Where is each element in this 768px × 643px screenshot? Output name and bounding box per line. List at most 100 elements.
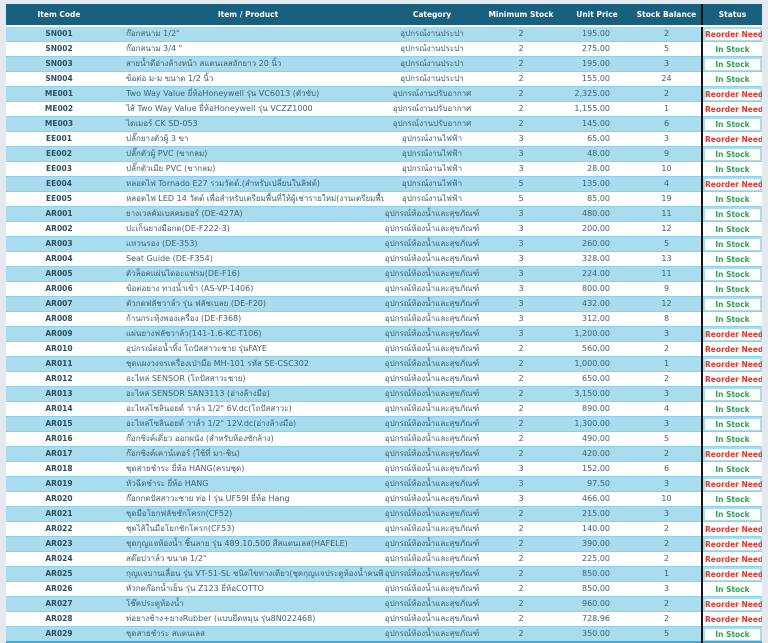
unit-price-cell: 466.00	[562, 491, 632, 507]
status-badge: In Stock	[705, 163, 760, 175]
table-row[interactable]: EE001 ปลั๊กยางตัวผู้ 3 ขา อุปกรณ์งานไฟฟ้…	[6, 131, 762, 147]
stock-balance-cell: 9	[632, 146, 702, 162]
product-cell: หัวกดก๊อกน้ำเย็น รุ่น Z123 ยี่ห้อCOTTO	[112, 581, 384, 597]
table-row[interactable]: AR006 ข้อต่อยาง ทางน้ำเข้า (AS-VP-1406) …	[6, 281, 762, 297]
product-cell: ไดเมอร์ CK SD-053	[112, 116, 384, 132]
min-stock-cell: 2	[480, 341, 562, 357]
table-row[interactable]: AR015 อะไหล่โซลินอยด์ วาล์ว 1/2" 12V.dc(…	[6, 416, 762, 432]
table-row[interactable]: AR011 ชุดแผงวงจรเครื่องเป่ามือ MH-101 รห…	[6, 356, 762, 372]
table-row[interactable]: AR009 แผ่นยางฟลัชวาล์ว(141-1.6-KC-T106) …	[6, 326, 762, 342]
status-badge: Reorder Need	[705, 613, 762, 625]
table-row[interactable]: ME003 ไดเมอร์ CK SD-053 อุปกรณ์งานปรับอา…	[6, 116, 762, 132]
item-code-cell: AR021	[6, 506, 112, 522]
stock-balance-cell: 13	[632, 251, 702, 267]
item-code-cell: AR015	[6, 416, 112, 432]
table-row[interactable]: SN001 ก๊อกสนาม 1/2" อุปกรณ์งานประปา 2 19…	[6, 26, 762, 42]
category-cell: อุปกรณ์งานประปา	[384, 26, 480, 42]
table-row[interactable]: EE003 ปลั๊กตัวเมีย PVC (ขากลม) อุปกรณ์งา…	[6, 161, 762, 177]
item-code-cell: SN002	[6, 41, 112, 57]
status-badge: In Stock	[705, 463, 760, 475]
item-code-cell: AR009	[6, 326, 112, 342]
table-row[interactable]: AR001 ยางเวลคัมเบสคมยอร์ (DE-427A) อุปกร…	[6, 206, 762, 222]
status-cell: Reorder Need	[701, 611, 762, 627]
table-row[interactable]: AR022 ชุดไส้ในมือโยกชักโครก(CF53) อุปกรณ…	[6, 521, 762, 537]
table-row[interactable]: AR004 Seat Guide (DE-F354) อุปกรณ์ห้องน้…	[6, 251, 762, 267]
stock-balance-cell: 4	[632, 176, 702, 192]
category-cell: อุปกรณ์ห้องน้ำและสุขภัณฑ์	[384, 401, 480, 417]
table-row[interactable]: AR021 ชุดมือโยกฟลัชชักโครก(CF52) อุปกรณ์…	[6, 506, 762, 522]
table-row[interactable]: EE002 ปลั๊กตัวผู้ PVC (ขากลม) อุปกรณ์งาน…	[6, 146, 762, 162]
category-cell: อุปกรณ์ห้องน้ำและสุขภัณฑ์	[384, 356, 480, 372]
table-row[interactable]: AR025 กุญแจบานเลื่อน รุ่น VT-51-SL ชนิดไ…	[6, 566, 762, 582]
table-row[interactable]: ME002 ไส้ Two Way Value ยี่ห้อHoneywell …	[6, 101, 762, 117]
table-row[interactable]: AR028 ท่อยางช้าง+ยางRubber (แบบยึดหมุน ร…	[6, 611, 762, 627]
table-row[interactable]: AR012 อะไหล่ SENSOR (โถปัสสาวะชาย) อุปกร…	[6, 371, 762, 387]
status-cell: In Stock	[701, 191, 762, 207]
min-stock-cell: 2	[480, 101, 562, 117]
table-row[interactable]: AR019 หัวฉีดชำระ ยี่ห้อ HANG อุปกรณ์ห้อง…	[6, 476, 762, 492]
table-row[interactable]: AR029 ชุดสายชำระ สแตนเลส อุปกรณ์ห้องน้ำแ…	[6, 626, 762, 643]
table-row[interactable]: AR007 ตัวกดฟลัชวาล์ว รุ่น ฟลัชเบลย (DE-F…	[6, 296, 762, 312]
category-cell: อุปกรณ์งานไฟฟ้า	[384, 191, 480, 207]
min-stock-cell: 5	[480, 191, 562, 207]
category-cell: อุปกรณ์งานปรับอากาศ	[384, 116, 480, 132]
inventory-table-container: Item Code Item / Product Category Minimu…	[6, 4, 762, 643]
item-code-cell: AR016	[6, 431, 112, 447]
table-row[interactable]: AR023 ชุดกุญแจห้องน้ำ ชิ้นลาย รุ่น 489.1…	[6, 536, 762, 552]
table-row[interactable]: EE004 หลอดไฟ Tornado E27 รวมวัตต์.(สำหรั…	[6, 176, 762, 192]
item-code-cell: SN001	[6, 26, 112, 42]
unit-price-cell: 312.00	[562, 311, 632, 327]
status-badge: In Stock	[705, 418, 760, 430]
table-row[interactable]: AR027 โช๊คประตูห้องน้ำ อุปกรณ์ห้องน้ำและ…	[6, 596, 762, 612]
table-row[interactable]: SN003 สายน้ำดีอ่างล้างหน้า สแตนเลสถักยาว…	[6, 56, 762, 72]
table-row[interactable]: AR003 แหวนรอง (DE-353) อุปกรณ์ห้องน้ำและ…	[6, 236, 762, 252]
status-cell: In Stock	[701, 506, 762, 522]
item-code-cell: ME001	[6, 86, 112, 102]
status-cell: In Stock	[701, 626, 762, 643]
table-row[interactable]: AR016 ก๊อกซิงค์เดี่ยว ออกผนัง (สำหรับห้อ…	[6, 431, 762, 447]
status-cell: In Stock	[701, 71, 762, 87]
min-stock-cell: 2	[480, 626, 562, 643]
item-code-cell: SN003	[6, 56, 112, 72]
table-row[interactable]: AR013 อะไหล่ SENSOR SAN3113 (อ่างล้างมือ…	[6, 386, 762, 402]
unit-price-cell: 85.00	[562, 191, 632, 207]
table-row[interactable]: EE005 หลอดไฟ LED 14 วัตต์ เพื่อสำหรับเตร…	[6, 191, 762, 207]
table-row[interactable]: AR008 ก้านกระทุ้งพองเครื่อง (DE-F368) อุ…	[6, 311, 762, 327]
min-stock-cell: 2	[480, 416, 562, 432]
table-row[interactable]: AR005 ตัวล็อคแผ่นไดอะแฟรม(DE-F16) อุปกรณ…	[6, 266, 762, 282]
table-row[interactable]: SN002 ก๊อกสนาม 3/4 " อุปกรณ์งานประปา 2 2…	[6, 41, 762, 57]
table-row[interactable]: AR014 อะไหล่โซลินอยด์ วาล์ว 1/2" 6V.dc(โ…	[6, 401, 762, 417]
product-cell: ก๊อกสนาม 3/4 "	[112, 41, 384, 57]
category-cell: อุปกรณ์ห้องน้ำและสุขภัณฑ์	[384, 551, 480, 567]
table-row[interactable]: AR017 ก๊อกซิงค์เคาน์เตอร์ (ใช้ที่ มา-ชิน…	[6, 446, 762, 462]
stock-balance-cell: 1	[632, 356, 702, 372]
table-row[interactable]: AR024 สต๊อปวาล์ว ขนาด 1/2" อุปกรณ์ห้องน้…	[6, 551, 762, 567]
table-row[interactable]: SN004 ข้อต่อ ม-ม ขนาด 1/2 นิ้ว อุปกรณ์งา…	[6, 71, 762, 87]
item-code-cell: AR029	[6, 626, 112, 643]
table-row[interactable]: AR020 ก๊อกกดปัสสาวะชาย ท่อ I รุ่น UF59I …	[6, 491, 762, 507]
category-cell: อุปกรณ์ห้องน้ำและสุขภัณฑ์	[384, 611, 480, 627]
table-row[interactable]: AR010 อุปกรณ์ต่อน้ำทิ้ง โถปัสสาวะชาย รุ่…	[6, 341, 762, 357]
stock-balance-cell: 2	[632, 611, 702, 627]
min-stock-cell: 2	[480, 446, 562, 462]
product-cell: ยางเวลคัมเบสคมยอร์ (DE-427A)	[112, 206, 384, 222]
status-badge: Reorder Need	[705, 568, 762, 580]
product-cell: ปลั๊กตัวผู้ PVC (ขากลม)	[112, 146, 384, 162]
item-code-cell: ME002	[6, 101, 112, 117]
table-row[interactable]: AR002 ปะเก็นยางมือกด(DE-F222-3) อุปกรณ์ห…	[6, 221, 762, 237]
stock-balance-cell: 2	[632, 596, 702, 612]
status-cell: Reorder Need	[701, 551, 762, 567]
stock-balance-cell: 5	[632, 431, 702, 447]
stock-balance-cell: 2	[632, 521, 702, 537]
stock-balance-cell: 3	[632, 56, 702, 72]
table-row[interactable]: AR018 ชุดสายชำระ ยี่ห้อ HANG(ครบชุด) อุป…	[6, 461, 762, 477]
item-code-cell: AR003	[6, 236, 112, 252]
product-cell: หัวฉีดชำระ ยี่ห้อ HANG	[112, 476, 384, 492]
min-stock-cell: 2	[480, 401, 562, 417]
category-cell: อุปกรณ์ห้องน้ำและสุขภัณฑ์	[384, 446, 480, 462]
status-badge: In Stock	[705, 208, 760, 220]
table-row[interactable]: AR026 หัวกดก๊อกน้ำเย็น รุ่น Z123 ยี่ห้อC…	[6, 581, 762, 597]
item-code-cell: AR007	[6, 296, 112, 312]
table-row[interactable]: ME001 Two Way Value ยี่ห้อHoneywell รุ่น…	[6, 86, 762, 102]
status-badge: In Stock	[705, 43, 760, 55]
